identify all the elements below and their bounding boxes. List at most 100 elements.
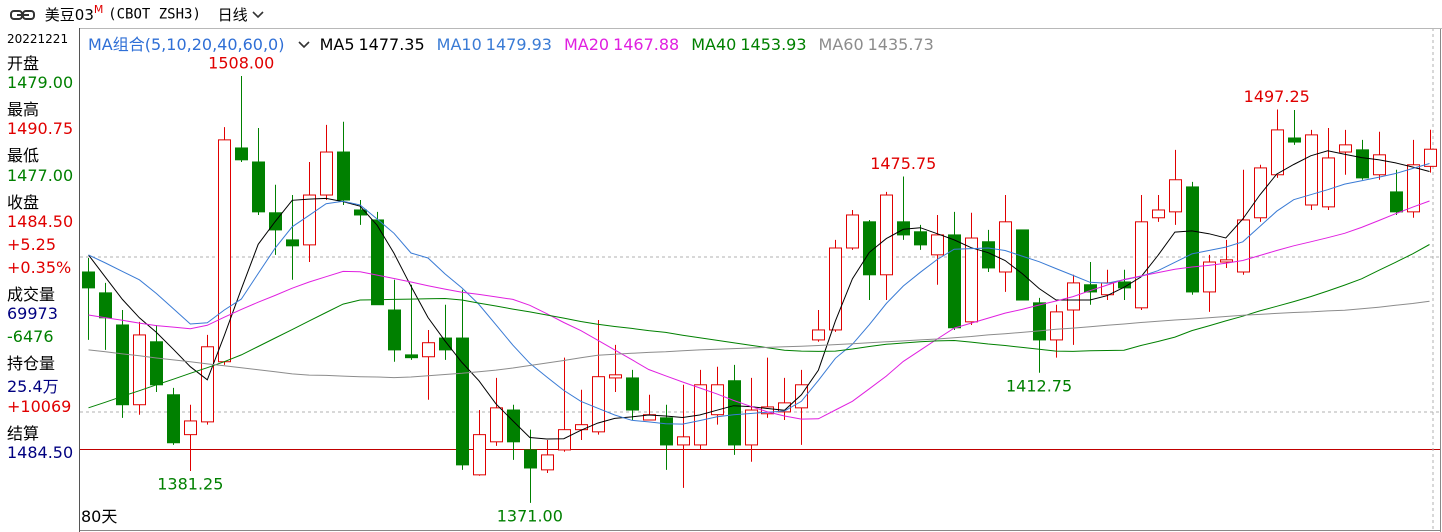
info-row: 收盘: [7, 192, 40, 212]
chevron[interactable]: [297, 40, 310, 50]
candle-body: [880, 194, 893, 276]
candle-body: [897, 221, 910, 236]
candle-body: [1050, 311, 1063, 341]
candle-body: [1186, 186, 1199, 293]
candle-body: [609, 374, 622, 379]
ma-line: [88, 200, 1430, 420]
candle-body: [592, 376, 605, 433]
candle-body: [711, 384, 724, 416]
info-row: 开盘: [7, 54, 40, 73]
candle-body: [931, 234, 944, 256]
candle-body: [1322, 157, 1335, 208]
candle-body: [354, 209, 367, 216]
candle-body: [1356, 149, 1369, 179]
extreme-label: 1371.00: [497, 506, 563, 525]
extreme-label: 1508.00: [208, 53, 274, 72]
legend-value: 1453.93: [740, 35, 807, 54]
candle-body: [150, 341, 163, 386]
extreme-label: 1412.75: [1006, 376, 1072, 395]
candle-body: [184, 420, 197, 436]
candle-body: [1016, 229, 1029, 301]
candle-body: [490, 407, 503, 443]
candle-body: [116, 324, 129, 406]
extreme-label: 1497.25: [1244, 87, 1310, 106]
candle-body: [541, 454, 554, 471]
info-row: -6476: [7, 327, 54, 347]
candle-body: [422, 342, 435, 358]
info-row: 69973: [7, 304, 58, 324]
candle-body: [829, 247, 842, 331]
info-row: +0.35%: [7, 257, 72, 277]
legend-name: MA40: [691, 35, 737, 54]
ma-line: [88, 300, 1430, 379]
period-label: 80天: [81, 507, 118, 526]
candle-body: [320, 151, 333, 196]
candle-body: [660, 417, 673, 446]
legend-name: MA10: [436, 35, 482, 54]
candle-body: [575, 424, 588, 431]
candle-body: [167, 394, 180, 444]
candle-body: [1203, 261, 1216, 293]
candle-body: [1169, 179, 1182, 213]
candle-body: [201, 346, 214, 423]
badge: M: [93, 3, 104, 16]
ma-line: [88, 163, 1430, 425]
candle-body: [405, 354, 418, 359]
legend: MA组合(5,10,20,40,60,0) MA5 1477.35 MA10 1479…: [88, 31, 946, 54]
candle-body: [626, 377, 639, 411]
info-row: 1484.50: [7, 211, 74, 231]
candle-body: [745, 409, 758, 446]
candle-body: [524, 449, 537, 469]
chevron[interactable]: [252, 10, 265, 20]
candle-body: [133, 334, 146, 406]
candle-body: [303, 194, 316, 246]
link-icon[interactable]: [10, 8, 36, 22]
info-row: 最低: [7, 146, 40, 166]
ma-group[interactable]: MA组合(5,10,20,40,60,0): [88, 35, 285, 54]
candle-body: [812, 329, 825, 341]
toolbar: 美豆03M (CBOT ZSH3) 日线: [0, 0, 1442, 29]
candle-body: [1339, 144, 1352, 153]
info-row: 1490.75: [7, 119, 74, 139]
candle-body: [82, 271, 95, 289]
candle-body: [1271, 129, 1284, 176]
candle-body: [677, 436, 690, 446]
candle-body: [863, 221, 876, 276]
symbol[interactable]: 美豆03: [44, 5, 94, 24]
candle-body: [1118, 281, 1131, 289]
info-row: 最高: [7, 100, 40, 120]
extreme-label: 1475.75: [870, 154, 936, 173]
candle-body: [1033, 302, 1046, 341]
date: 20221221: [7, 32, 69, 46]
info-row: +5.25: [7, 234, 57, 254]
ma-line: [88, 150, 1430, 440]
info-row: 持仓量: [7, 354, 56, 374]
info-row: 结算: [7, 423, 40, 443]
candle-body: [456, 337, 469, 466]
candle-body: [1424, 148, 1437, 167]
info-row: 1479.00: [7, 73, 74, 93]
candle-body: [388, 309, 401, 351]
candle-body: [337, 151, 350, 201]
candle-body: [914, 231, 927, 246]
legend-name: MA5: [319, 35, 355, 54]
candle-body: [965, 237, 978, 323]
ma-line: [88, 244, 1430, 409]
contract-code: (CBOT ZSH3): [108, 6, 201, 23]
candle-body: [1390, 191, 1403, 213]
legend-value: 1435.73: [867, 35, 934, 54]
info-row: 成交量: [7, 285, 56, 304]
candle-body: [252, 161, 265, 213]
candle-body: [1152, 209, 1165, 219]
legend-name: MA60: [818, 35, 864, 54]
candle-body: [558, 429, 571, 451]
candle-body: [1254, 167, 1267, 219]
period-selector[interactable]: 日线: [217, 5, 248, 24]
candle-body: [99, 292, 112, 319]
info-row: +10069: [7, 396, 72, 416]
candle-body: [1135, 221, 1148, 309]
legend-value: 1477.35: [358, 35, 425, 54]
extreme-label: 1381.25: [157, 474, 223, 493]
candle-body: [1237, 219, 1250, 273]
